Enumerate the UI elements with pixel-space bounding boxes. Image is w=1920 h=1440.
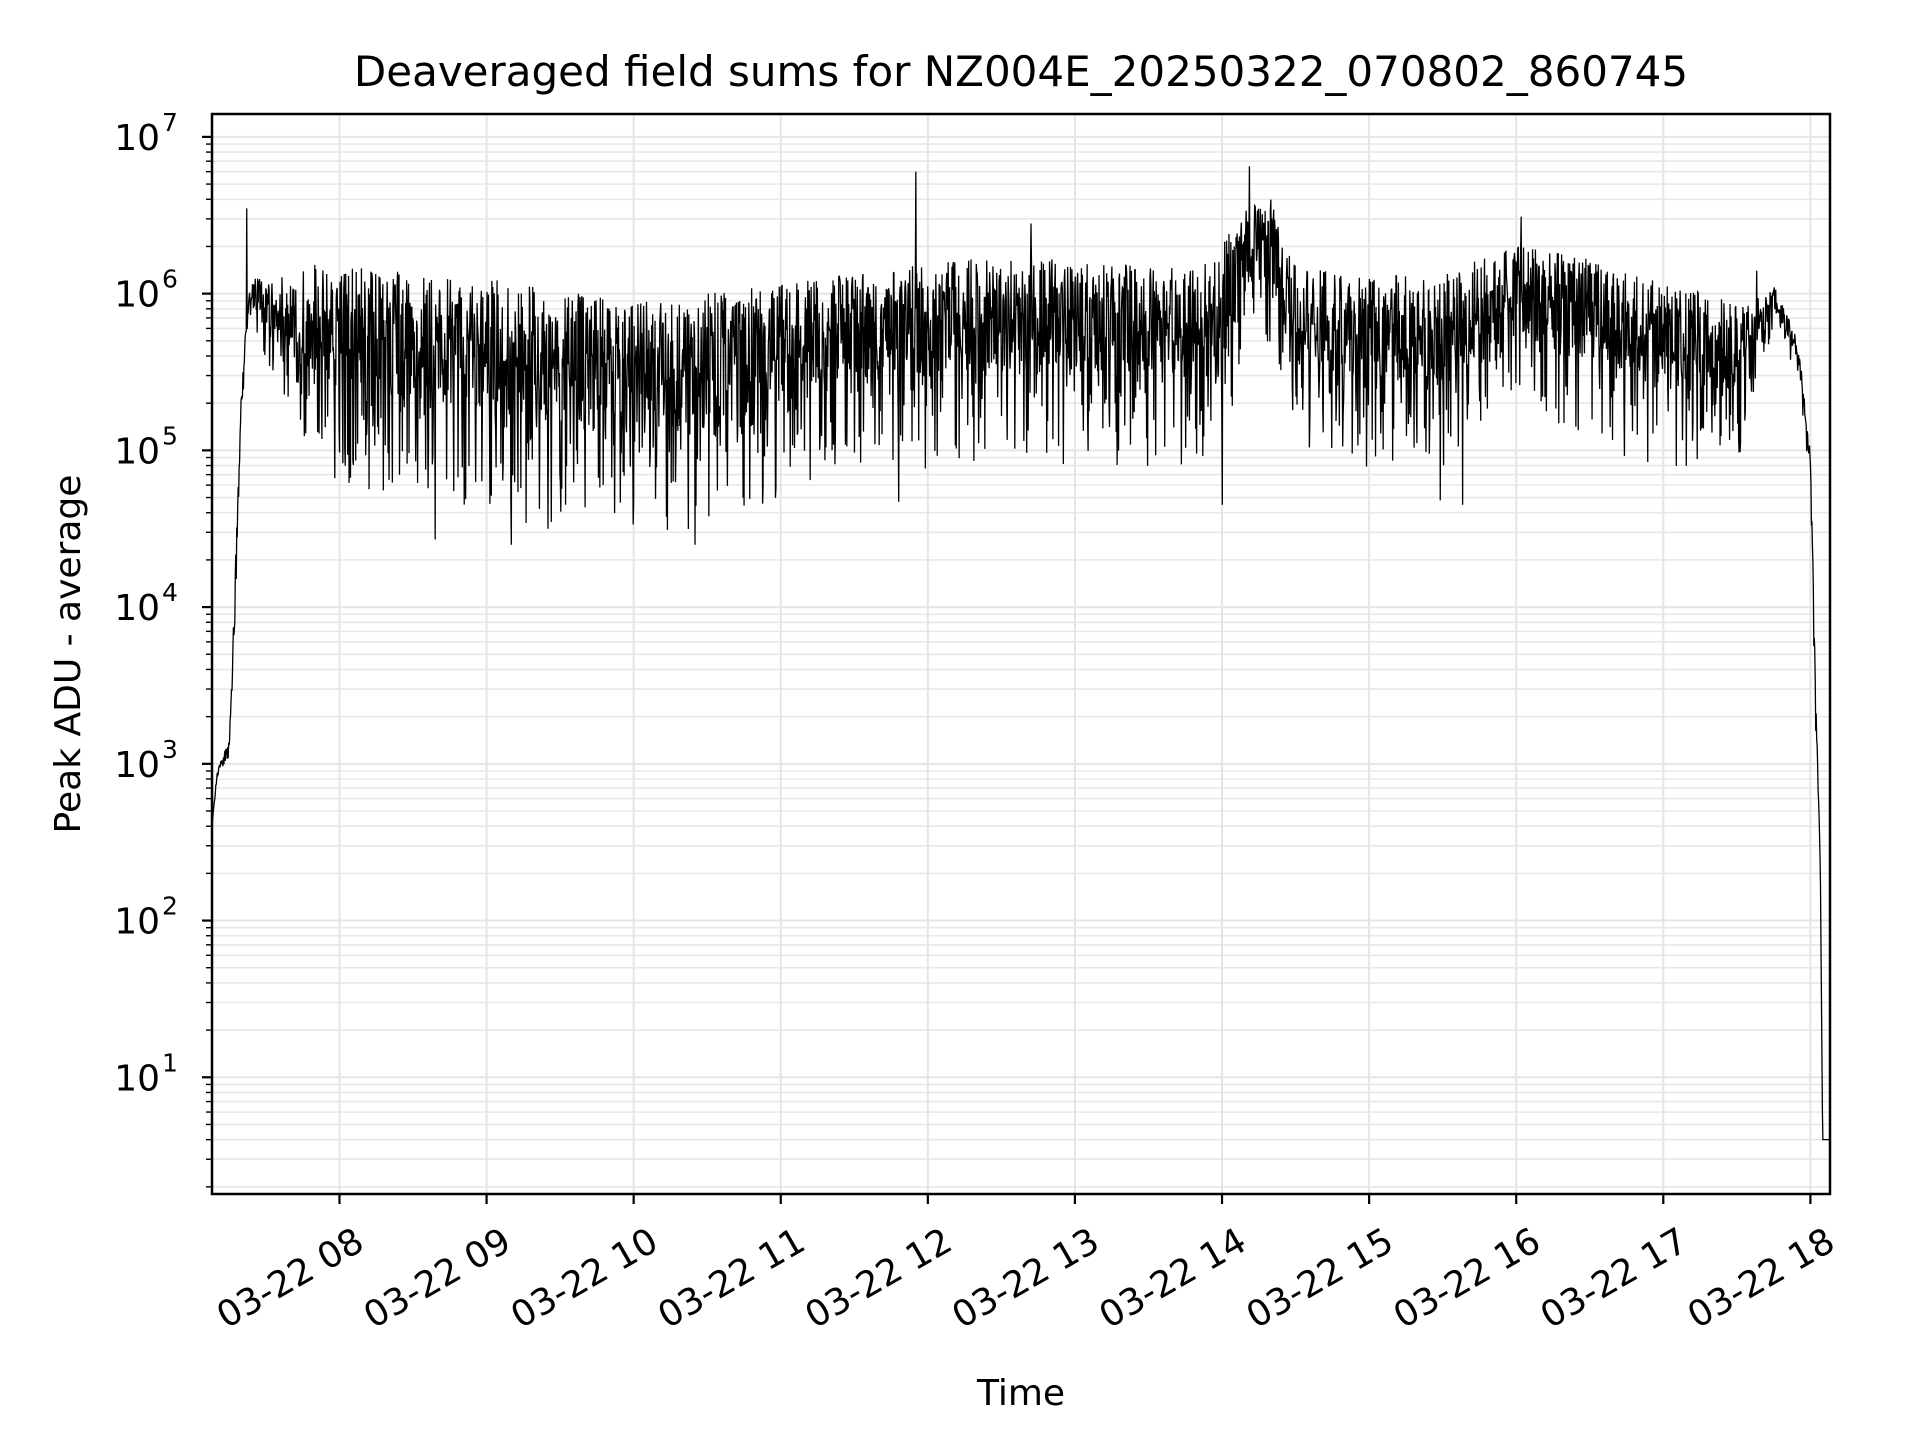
y-tick-exponent: 6 [162,265,178,294]
y-tick-label: 10 [114,275,160,316]
y-tick-label: 10 [114,1058,160,1099]
y-tick-exponent: 1 [162,1048,178,1077]
y-tick-exponent: 3 [162,735,178,764]
y-axis-label: Peak ADU - average [48,475,89,834]
y-tick-exponent: 4 [162,578,178,607]
series-layer [211,166,1830,1141]
y-tick-exponent: 7 [162,108,178,137]
y-tick-label: 10 [114,588,160,629]
y-tick-label: 10 [114,431,160,472]
y-tick-label: 10 [114,902,160,943]
y-tick-label: 10 [114,118,160,159]
x-axis-label: Time [976,1373,1065,1414]
y-tick-exponent: 2 [162,892,178,921]
chart-title: Deaveraged field sums for NZ004E_2025032… [354,47,1688,96]
y-tick-label: 10 [114,745,160,786]
y-tick-exponent: 5 [162,421,178,450]
series-line [211,166,1830,1141]
